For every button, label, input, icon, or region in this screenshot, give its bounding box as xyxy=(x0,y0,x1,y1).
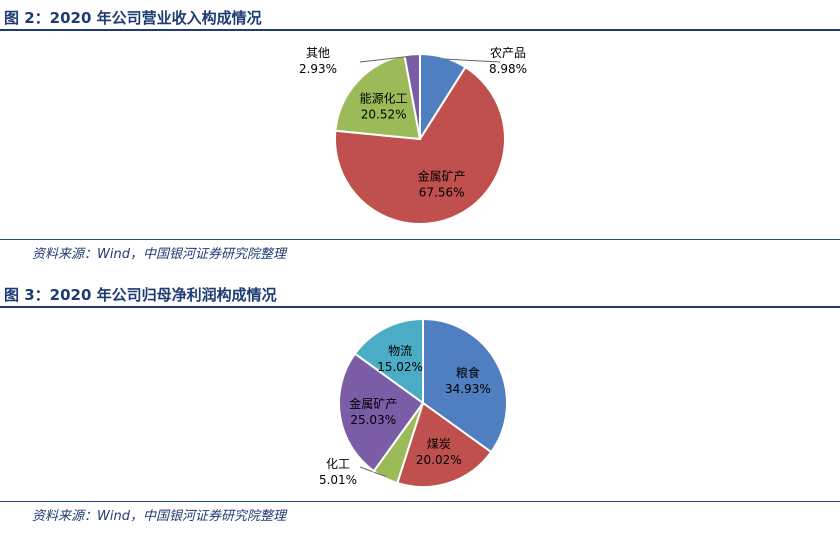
slice-label-energy-chemical: 能源化工 xyxy=(360,92,408,106)
slice-value-grain: 34.93% xyxy=(445,382,491,396)
slice-label-logistics: 物流 xyxy=(388,344,412,358)
leader-line-agriculture xyxy=(443,58,501,63)
figure-2-title: 图 2：2020 年公司营业收入构成情况 xyxy=(4,9,262,27)
slice-value-energy-chemical: 20.52% xyxy=(361,108,407,122)
slice-value-logistics: 15.02% xyxy=(377,360,423,374)
leader-line-other xyxy=(359,55,413,63)
slice-label-coal: 煤炭 xyxy=(427,437,451,451)
slice-label-metal-minerals: 金属矿产 xyxy=(418,168,466,183)
figure-2-bottom-rule xyxy=(0,239,840,240)
slice-value-coal: 20.02% xyxy=(416,453,462,467)
slice-label-agriculture: 农产品 xyxy=(490,46,526,60)
figure-2-top-rule xyxy=(0,29,840,31)
leader-line-chemical xyxy=(359,466,387,477)
slice-value-chemical: 5.01% xyxy=(319,473,357,487)
pie-slice-metal-minerals xyxy=(334,65,506,225)
figure-3-bottom-rule xyxy=(0,501,840,502)
figure-3-source: 资料来源：Wind，中国银河证券研究院整理 xyxy=(32,509,286,524)
figure-3-top-rule xyxy=(0,306,840,308)
slice-value-agriculture: 8.98% xyxy=(489,62,527,76)
figure-3-title: 图 3：2020 年公司归母净利润构成情况 xyxy=(4,286,277,304)
slice-label-other: 其他 xyxy=(306,46,330,60)
slice-label-chemical: 化工 xyxy=(326,457,350,471)
revenue-pie-chart: 农产品 8.98% 金属矿产 67.56% 能源化工 20.52% 其他 2.93% xyxy=(299,46,527,225)
slice-label-metal-minerals: 金属矿产 xyxy=(349,396,397,411)
slice-value-metal-minerals: 67.56% xyxy=(419,185,465,199)
pie-slice-logistics xyxy=(353,317,424,405)
slice-value-metal-minerals: 25.03% xyxy=(350,413,396,427)
net-profit-pie-chart: 粮食 34.93% 煤炭 20.02% 化工 5.01% 金属矿产 25.03% 物流 15.02… xyxy=(319,317,508,488)
slice-label-grain: 粮食 xyxy=(456,365,480,380)
pie-slice-metal-minerals xyxy=(338,352,425,473)
pie-slice-coal xyxy=(396,401,493,488)
slice-value-other: 2.93% xyxy=(299,62,337,76)
pie-slice-other xyxy=(403,52,421,140)
figure-2-source: 资料来源：Wind，中国银河证券研究院整理 xyxy=(32,247,286,262)
pie-slice-grain xyxy=(422,317,508,454)
